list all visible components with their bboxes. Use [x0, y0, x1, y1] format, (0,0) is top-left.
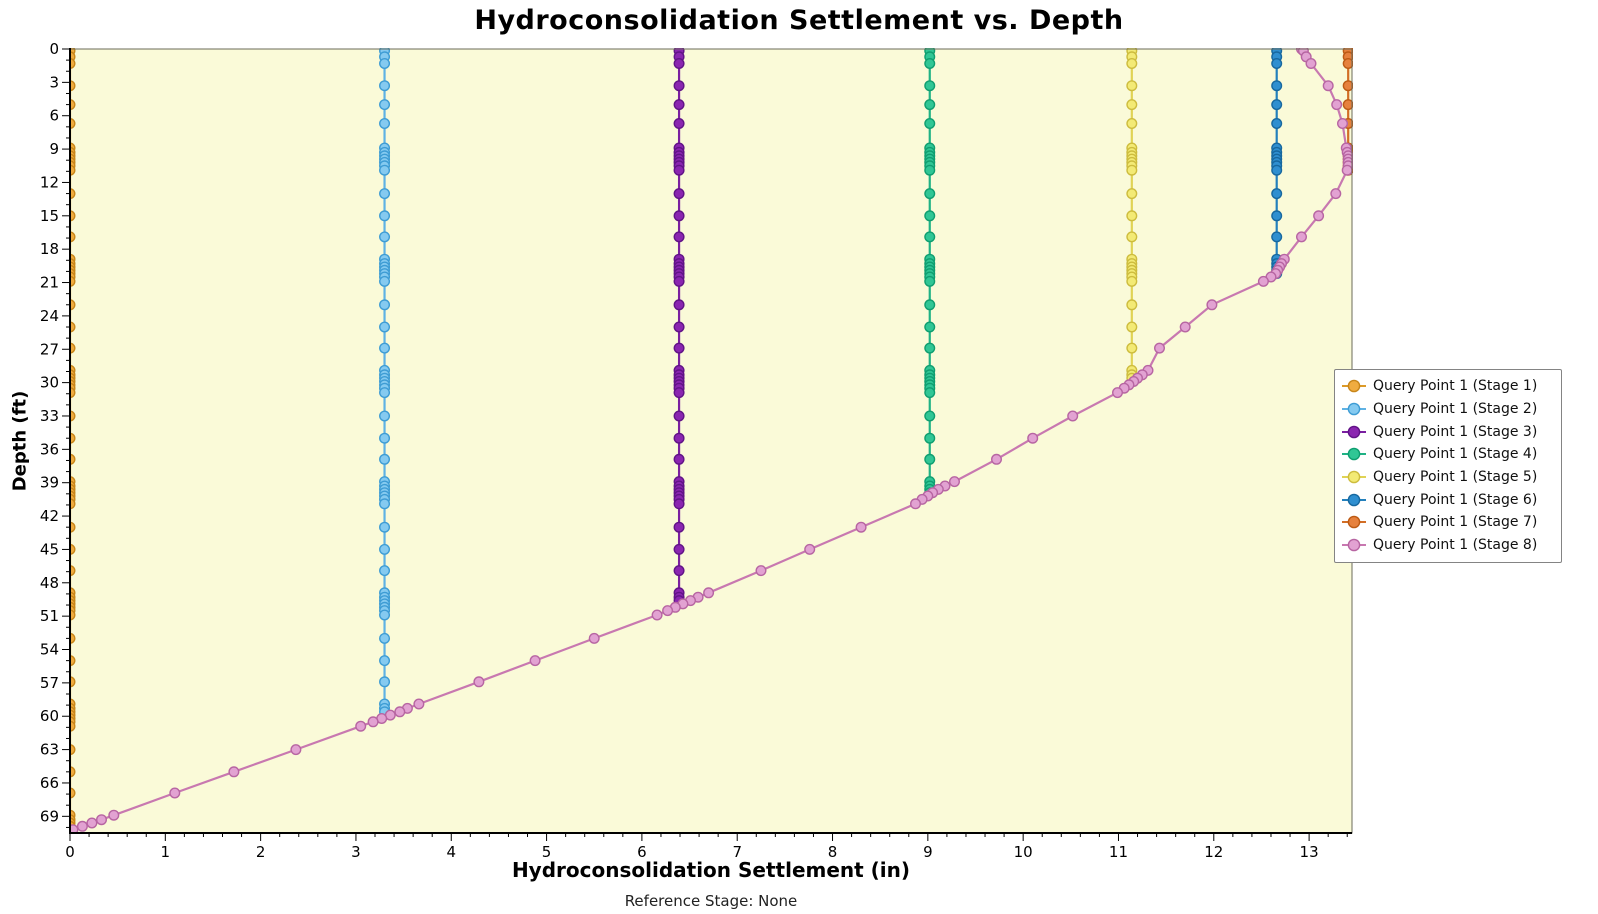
svg-text:12: 12 — [1204, 843, 1223, 861]
legend-item-stage-4[interactable]: Query Point 1 (Stage 4) — [1341, 443, 1555, 466]
svg-text:42: 42 — [40, 507, 59, 525]
series-marker-icon-stage-3 — [1342, 425, 1366, 439]
series-marker-icon-stage-5 — [1342, 470, 1366, 484]
series-marker-icon-stage-7 — [1342, 516, 1366, 529]
series-marker-icon-stage-4 — [1342, 448, 1366, 461]
x-axis-tick-labels: 0 1 2 3 4 5 6 7 8 9 10 11 12 13 — [65, 843, 1318, 861]
svg-text:15: 15 — [40, 207, 59, 225]
chart-title: Hydroconsolidation Settlement vs. Depth — [474, 5, 1124, 36]
svg-text:27: 27 — [40, 340, 59, 358]
series-marker-icon-stage-6 — [1342, 493, 1366, 507]
x-axis-label: Hydroconsolidation Settlement (in) — [511, 858, 911, 882]
svg-text:45: 45 — [40, 540, 59, 558]
svg-text:60: 60 — [40, 707, 59, 725]
legend-item-label: Query Point 1 (Stage 8) — [1373, 537, 1538, 554]
svg-text:18: 18 — [40, 240, 59, 258]
svg-text:66: 66 — [40, 774, 59, 792]
legend-item-stage-7[interactable]: Query Point 1 (Stage 7) — [1341, 511, 1555, 534]
svg-text:0: 0 — [65, 843, 75, 861]
svg-text:33: 33 — [40, 407, 59, 425]
series-marker-icon-stage-1 — [1342, 380, 1366, 393]
legend-item-stage-1[interactable]: Query Point 1 (Stage 1) — [1341, 375, 1555, 398]
svg-text:6: 6 — [637, 843, 647, 861]
reference-stage-note: Reference Stage: None — [624, 892, 798, 910]
svg-text:9: 9 — [923, 843, 933, 861]
series-stage-2 — [379, 48, 391, 718]
svg-text:3: 3 — [49, 73, 59, 91]
y-axis-ticks — [62, 48, 70, 828]
plot-background — [70, 49, 1352, 833]
svg-text:63: 63 — [40, 741, 59, 759]
svg-text:54: 54 — [40, 641, 59, 659]
svg-text:30: 30 — [40, 374, 59, 392]
legend-item-label: Query Point 1 (Stage 1) — [1373, 378, 1538, 395]
legend-item-label: Query Point 1 (Stage 7) — [1373, 514, 1538, 531]
svg-text:2: 2 — [256, 843, 266, 861]
legend-item-stage-8[interactable]: Query Point 1 (Stage 8) — [1341, 534, 1555, 557]
legend: Query Point 1 (Stage 1) Query Point 1 (St… — [1334, 369, 1562, 563]
svg-text:12: 12 — [40, 173, 59, 191]
y-axis-label: Depth (ft) — [9, 390, 31, 492]
axis-lines — [69, 48, 1352, 834]
svg-text:6: 6 — [49, 107, 59, 125]
svg-text:24: 24 — [40, 307, 59, 325]
legend-item-stage-3[interactable]: Query Point 1 (Stage 3) — [1341, 420, 1555, 443]
y-axis-tick-labels: 0369121518212427303336394245485154576063… — [40, 40, 59, 825]
series-stage-1 — [70, 48, 76, 834]
legend-item-label: Query Point 1 (Stage 6) — [1373, 491, 1538, 508]
svg-text:9: 9 — [49, 140, 59, 158]
series-stage-3 — [673, 48, 685, 607]
series-stage-4 — [924, 48, 936, 499]
svg-text:4: 4 — [446, 843, 456, 861]
svg-text:7: 7 — [732, 843, 742, 861]
svg-text:13: 13 — [1300, 843, 1319, 861]
svg-text:0: 0 — [49, 40, 59, 58]
legend-item-label: Query Point 1 (Stage 4) — [1373, 446, 1538, 463]
series-marker-icon-stage-2 — [1342, 402, 1366, 416]
svg-text:5: 5 — [542, 843, 552, 861]
x-axis-ticks — [69, 833, 1348, 841]
svg-text:1: 1 — [161, 843, 171, 861]
svg-text:48: 48 — [40, 574, 59, 592]
svg-text:39: 39 — [40, 474, 59, 492]
legend-item-stage-6[interactable]: Query Point 1 (Stage 6) — [1341, 488, 1555, 511]
series-marker-icon-stage-8 — [1342, 538, 1366, 552]
svg-text:51: 51 — [40, 607, 59, 625]
svg-text:36: 36 — [40, 440, 59, 458]
svg-text:8: 8 — [828, 843, 838, 861]
legend-item-label: Query Point 1 (Stage 2) — [1373, 401, 1538, 418]
svg-text:10: 10 — [1014, 843, 1033, 861]
svg-text:3: 3 — [351, 843, 361, 861]
svg-text:11: 11 — [1109, 843, 1128, 861]
legend-item-label: Query Point 1 (Stage 3) — [1373, 423, 1538, 440]
legend-item-stage-5[interactable]: Query Point 1 (Stage 5) — [1341, 466, 1555, 489]
svg-text:21: 21 — [40, 274, 59, 292]
svg-text:69: 69 — [40, 807, 59, 825]
svg-text:57: 57 — [40, 674, 59, 692]
legend-item-stage-2[interactable]: Query Point 1 (Stage 2) — [1341, 398, 1555, 421]
legend-item-label: Query Point 1 (Stage 5) — [1373, 469, 1538, 486]
